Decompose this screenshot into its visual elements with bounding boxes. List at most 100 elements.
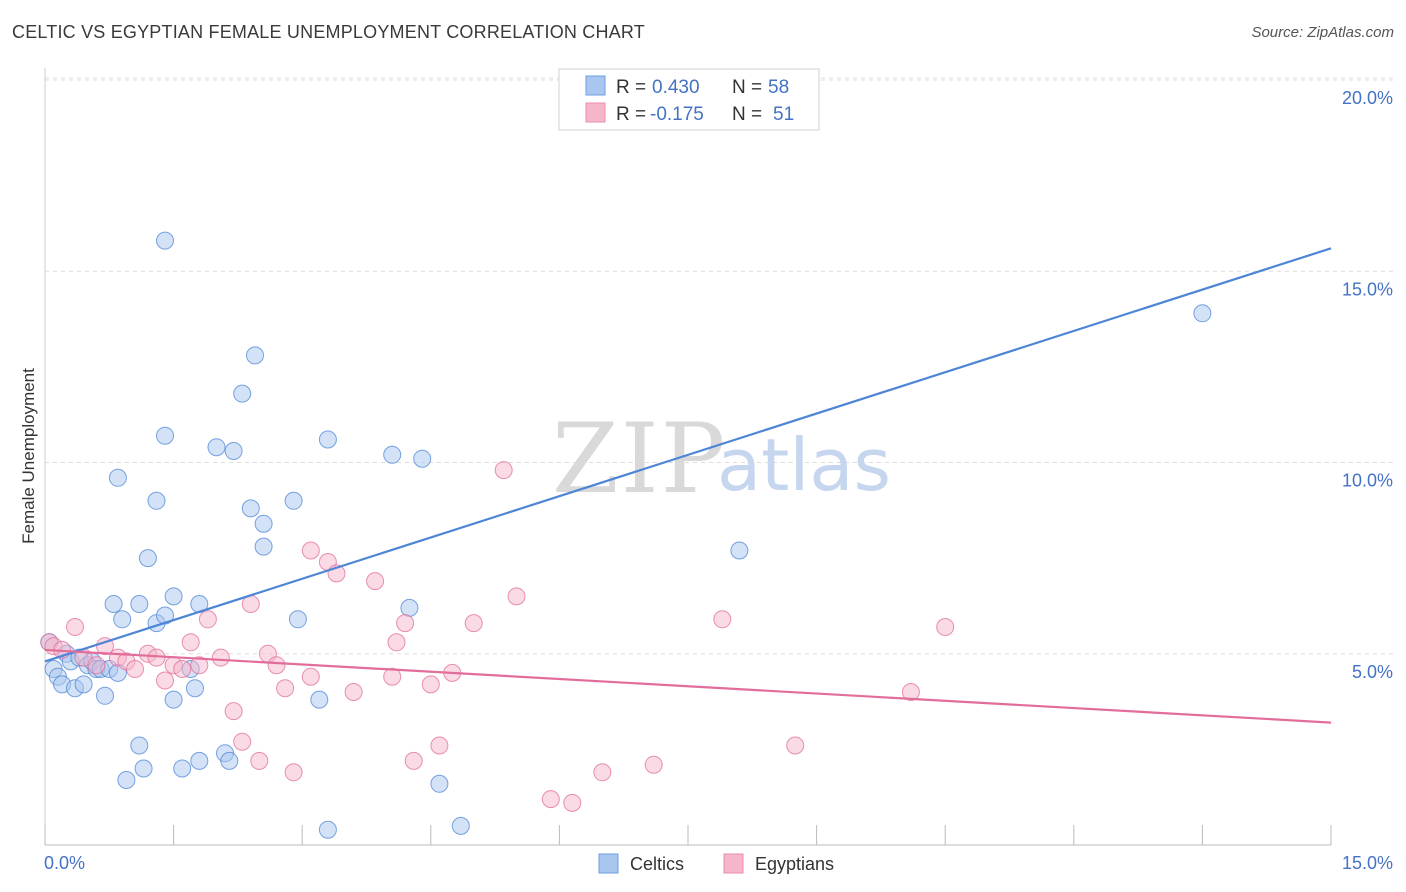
celtics-point-8 (74, 675, 93, 694)
celtics-point-56 (1193, 304, 1212, 323)
egyptians-point-9 (126, 660, 144, 678)
celtics-point-52 (156, 231, 174, 250)
celtics-point-20 (134, 759, 153, 778)
egyptians-point-43 (563, 793, 582, 812)
celtics-point-50 (430, 774, 449, 793)
trend-lines (44, 247, 1332, 724)
celtics-point-35 (220, 751, 239, 770)
celtics-point-15 (104, 595, 123, 613)
celtics-point-18 (117, 771, 136, 789)
egyptians-point-12 (156, 671, 174, 690)
celtics-trend-line (44, 247, 1332, 663)
celtics-point-41 (254, 537, 273, 556)
egyptians-point-26 (284, 763, 303, 782)
data-points (40, 90, 1212, 839)
y-axis-tick-labels: 5.0% 10.0% 15.0% 20.0% (1342, 88, 1393, 682)
celtics-point-30 (186, 679, 204, 698)
celtics-point-17 (113, 610, 132, 629)
legend-n-value-egyptians: 51 (773, 104, 794, 125)
celtics-point-38 (241, 499, 260, 518)
egyptians-point-25 (276, 679, 295, 698)
egyptians-point-18 (211, 648, 230, 667)
celtics-point-42 (284, 491, 303, 510)
chart-title: CELTIC VS EGYPTIAN FEMALE UNEMPLOYMENT C… (12, 22, 645, 42)
celtics-point-19 (130, 736, 149, 755)
celtics-point-22 (108, 468, 127, 487)
legend-r-label-celtics: R = (616, 77, 646, 98)
egyptians-point-15 (181, 633, 200, 652)
egyptians-point-47 (786, 736, 805, 755)
watermark-zip: ZIP (552, 403, 727, 515)
legend-n-label-egyptians: N = (732, 104, 762, 125)
y-tick-label-20: 20.0% (1342, 88, 1393, 108)
celtics-point-40 (254, 514, 273, 533)
y-tick-label-10: 10.0% (1342, 471, 1393, 491)
legend-swatch-celtics (585, 75, 606, 96)
chart-source: Source: ZipAtlas.com (1251, 24, 1394, 41)
celtics-point-53 (156, 426, 174, 445)
legend-n-label-celtics: N = (732, 77, 762, 98)
celtics-point-44 (310, 690, 329, 709)
y-tick-label-15: 15.0% (1342, 279, 1393, 299)
celtics-point-55 (730, 541, 749, 560)
celtics-point-37 (233, 384, 252, 403)
egyptians-point-42 (541, 790, 560, 809)
egyptians-point-33 (383, 667, 402, 686)
bottom-legend-swatch-egyptians (723, 853, 744, 874)
legend-box: R = 0.430 N = 58 R = -0.175 N = 51 (558, 68, 820, 131)
watermark-atlas: atlas (717, 423, 891, 507)
celtics-point-21 (130, 595, 149, 613)
egyptians-point-34 (387, 633, 406, 652)
celtics-point-47 (383, 445, 402, 464)
legend-r-label-egyptians: R = (616, 104, 646, 125)
celtics-point-32 (190, 751, 209, 770)
celtics-point-26 (164, 690, 183, 709)
egyptians-point-48 (901, 683, 920, 701)
legend-n-value-celtics: 58 (768, 77, 789, 98)
egyptians-trend-line (44, 648, 1332, 724)
celtics-point-33 (207, 438, 226, 457)
egyptians-point-41 (507, 587, 526, 606)
egyptians-point-38 (430, 736, 449, 755)
celtics-point-28 (173, 759, 192, 778)
egyptians-point-27 (301, 667, 320, 686)
celtics-point-23 (138, 549, 157, 568)
celtics-point-39 (246, 346, 264, 365)
egyptians-point-20 (233, 732, 252, 751)
egyptians-point-40 (464, 614, 483, 633)
egyptians-point-19 (224, 702, 243, 721)
celtics-point-48 (400, 598, 419, 617)
egyptians-point-44 (593, 763, 612, 782)
egyptians-point-46 (713, 610, 732, 629)
egyptians-point-32 (366, 572, 385, 591)
y-axis-title: Female Unemployment (19, 368, 38, 544)
egyptians-point-36 (404, 751, 423, 770)
egyptians-point-16 (190, 656, 209, 675)
bottom-legend-swatch-celtics (598, 853, 619, 874)
egyptians-point-5 (87, 656, 106, 675)
celtics-point-27 (164, 587, 183, 606)
egyptians-point-14 (173, 660, 192, 678)
x-axis-ticks (44, 825, 1332, 845)
celtics-point-13 (96, 686, 114, 705)
celtics-point-36 (224, 442, 243, 460)
egyptians-point-45 (644, 755, 663, 774)
egyptians-point-22 (250, 751, 269, 770)
bottom-legend-label-egyptians: Egyptians (755, 854, 834, 874)
x-tick-label-max: 15.0% (1342, 853, 1393, 873)
legend-r-value-celtics: 0.430 (652, 77, 700, 98)
egyptians-point-3 (66, 618, 84, 636)
celtics-point-43 (288, 610, 307, 629)
egyptians-point-28 (301, 541, 320, 560)
celtics-point-54 (147, 491, 166, 510)
bottom-legend-label-celtics: Celtics (630, 854, 684, 874)
egyptians-point-37 (421, 675, 440, 694)
celtics-point-51 (451, 816, 470, 835)
legend-swatch-egyptians (585, 102, 606, 123)
celtics-point-49 (413, 449, 432, 468)
egyptians-point-17 (198, 610, 217, 629)
celtics-point-45 (318, 820, 337, 839)
egyptians-point-31 (344, 683, 363, 701)
egyptians-point-35 (396, 614, 415, 633)
